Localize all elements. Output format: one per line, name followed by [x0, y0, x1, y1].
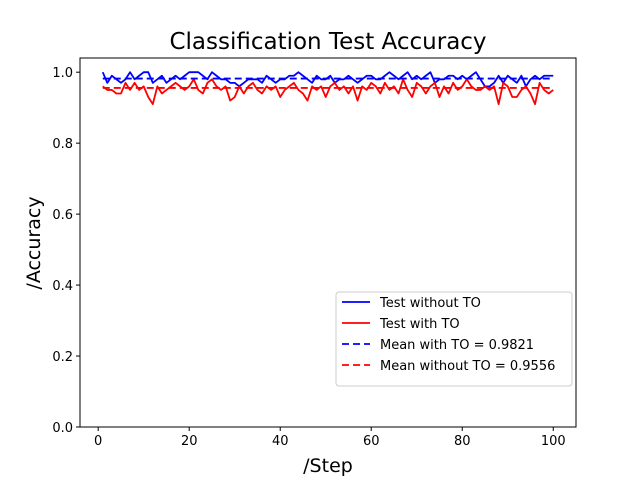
x-tick-label: 60	[363, 434, 380, 449]
x-tick-label: 40	[272, 434, 289, 449]
x-tick-label: 0	[94, 434, 102, 449]
series-line-0	[101, 71, 554, 88]
x-tick-label: 20	[181, 434, 198, 449]
legend: Test without TO Test with TO Mean with TO …	[335, 291, 573, 387]
axes-frame	[79, 57, 577, 428]
y-tick-label: 0.4	[52, 279, 73, 294]
y-axis: 0.0 0.2 0.4 0.6 0.8 1.0	[52, 66, 80, 436]
y-tick-label: 0.8	[52, 137, 73, 152]
legend-label-0: Test without TO	[379, 296, 481, 311]
legend-box	[335, 291, 573, 387]
y-tick-label: 1.0	[52, 66, 73, 81]
legend-label-2: Mean with TO = 0.9821	[380, 338, 534, 353]
x-tick-label: 100	[541, 434, 566, 449]
legend-label-3: Mean without TO = 0.9556	[380, 359, 555, 374]
y-tick-label: 0.2	[52, 350, 73, 365]
x-axis: 0 20 40 60 80 100	[94, 427, 566, 449]
x-tick-label: 80	[454, 434, 471, 449]
plot-area	[101, 71, 554, 106]
y-tick-label: 0.0	[52, 421, 73, 436]
x-axis-label: /Step	[303, 455, 353, 477]
series-line-1	[102, 78, 554, 106]
legend-label-1: Test with TO	[379, 317, 460, 332]
chart-title: Classification Test Accuracy	[169, 29, 486, 55]
y-axis-label: /Accuracy	[23, 196, 45, 289]
y-tick-label: 0.6	[52, 208, 73, 223]
